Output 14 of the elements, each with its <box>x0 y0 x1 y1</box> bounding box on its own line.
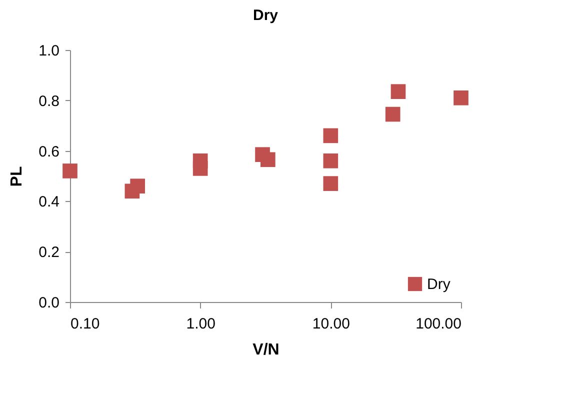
y-tick-label: 0.2 <box>38 244 60 262</box>
y-axis-title: PL <box>8 166 26 187</box>
x-axis-title: V/N <box>252 342 280 358</box>
y-tick-label: 0.6 <box>38 143 60 160</box>
x-tick-label: 1.00 <box>186 316 216 332</box>
x-tick-label: 0.10 <box>70 316 100 332</box>
chart-title: Dry <box>252 7 279 24</box>
y-tick-label: 0.8 <box>38 92 60 110</box>
x-tick-label: 100.00 <box>416 316 462 332</box>
y-tick-label: 0.4 <box>38 194 60 211</box>
y-tick-label: 1.0 <box>38 42 60 60</box>
legend-label: Dry <box>427 276 451 293</box>
y-tick-label: 0.0 <box>38 294 60 312</box>
x-tick-label: 10.00 <box>312 316 350 332</box>
